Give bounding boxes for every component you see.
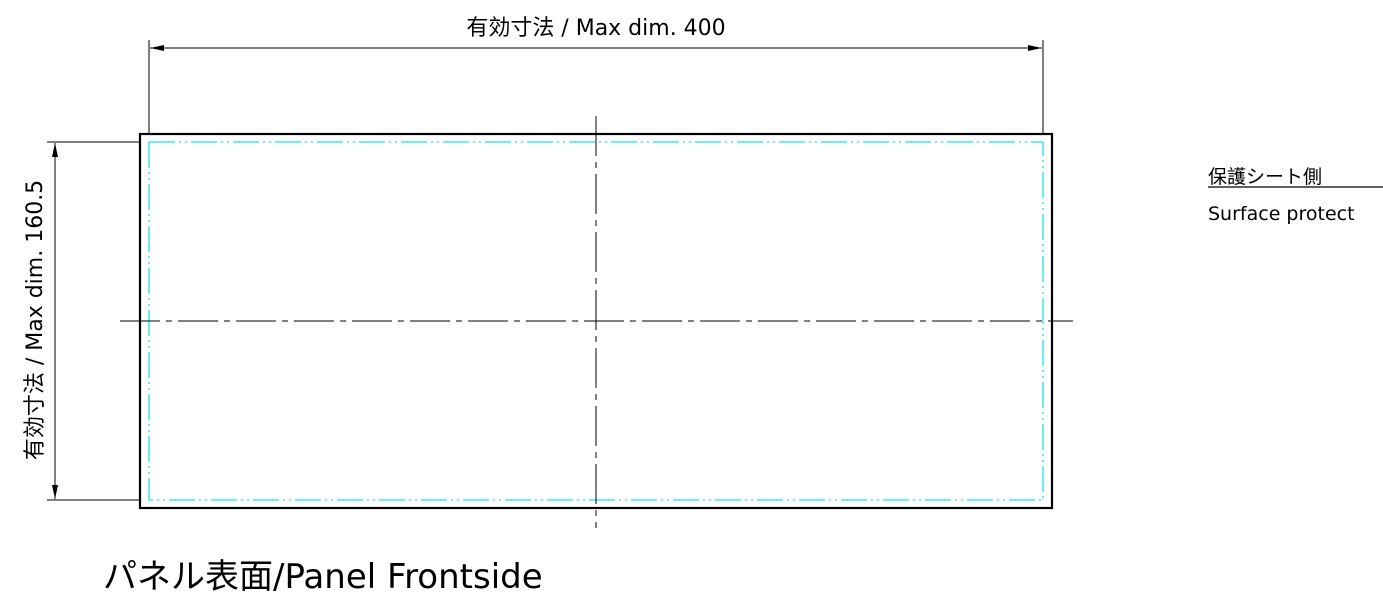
view-title: パネル表面/Panel Frontside <box>103 557 543 596</box>
height-dimension: 有効寸法 / Max dim. 160.5 <box>23 141 140 501</box>
height-dimension-label: 有効寸法 / Max dim. 160.5 <box>23 180 48 460</box>
protection-sheet-label-en: Surface protect <box>1208 203 1355 225</box>
protection-sheet-label-jp: 保護シート側 <box>1208 166 1322 188</box>
width-dimension: 有効寸法 / Max dim. 400 <box>148 16 1044 134</box>
protection-sheet-note: 保護シート側 Surface protect <box>1208 166 1383 225</box>
width-dimension-label: 有効寸法 / Max dim. 400 <box>466 16 725 41</box>
